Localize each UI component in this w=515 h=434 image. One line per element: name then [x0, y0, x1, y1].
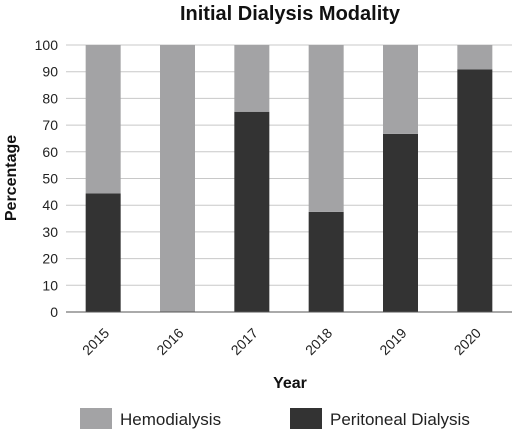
x-tick-label: 2020 — [451, 325, 484, 358]
y-tick-label: 100 — [35, 37, 59, 53]
x-axis-ticks: 2015 2016 2017 2018 2019 2020 — [79, 325, 484, 358]
y-axis-ticks: 0 10 20 30 40 50 60 70 80 90 100 — [35, 37, 59, 320]
bar-peritoneal-dialysis-2019 — [383, 133, 418, 312]
y-tick-label: 30 — [42, 224, 58, 240]
legend-label: Peritoneal Dialysis — [330, 410, 470, 429]
y-tick-label: 20 — [42, 251, 58, 267]
bar-hemodialysis-2020 — [457, 45, 493, 70]
y-tick-label: 0 — [50, 304, 58, 320]
bar-hemodialysis-2018 — [308, 45, 344, 212]
legend-swatch — [80, 408, 112, 429]
y-tick-label: 40 — [42, 197, 58, 213]
bar-peritoneal-dialysis-2018 — [308, 211, 344, 312]
y-tick-label: 50 — [42, 171, 58, 187]
x-tick-label: 2015 — [79, 325, 112, 358]
y-tick-label: 90 — [42, 64, 58, 80]
bar-hemodialysis-2019 — [383, 45, 418, 134]
x-tick-label: 2019 — [376, 325, 409, 358]
gridlines — [66, 44, 512, 313]
legend-swatch — [290, 408, 322, 429]
x-axis-label: Year — [273, 375, 307, 392]
bar-peritoneal-dialysis-2015 — [85, 193, 121, 312]
x-tick-label: 2018 — [302, 325, 335, 358]
bar-hemodialysis-2017 — [234, 45, 270, 112]
bar-peritoneal-dialysis-2020 — [457, 69, 493, 312]
legend-label: Hemodialysis — [120, 410, 221, 429]
chart-title: Initial Dialysis Modality — [180, 3, 401, 25]
bar-hemodialysis-2016 — [160, 45, 195, 312]
x-tick-label: 2017 — [228, 325, 261, 358]
y-axis-label: Percentage — [3, 135, 20, 221]
legend: Hemodialysis Peritoneal Dialysis — [80, 408, 470, 429]
bars — [85, 45, 493, 312]
y-tick-label: 10 — [42, 277, 58, 293]
y-tick-label: 70 — [42, 117, 58, 133]
y-tick-label: 80 — [42, 90, 58, 106]
bar-peritoneal-dialysis-2017 — [234, 111, 270, 312]
x-tick-label: 2016 — [153, 325, 186, 358]
bar-hemodialysis-2015 — [85, 45, 121, 194]
y-tick-label: 60 — [42, 144, 58, 160]
